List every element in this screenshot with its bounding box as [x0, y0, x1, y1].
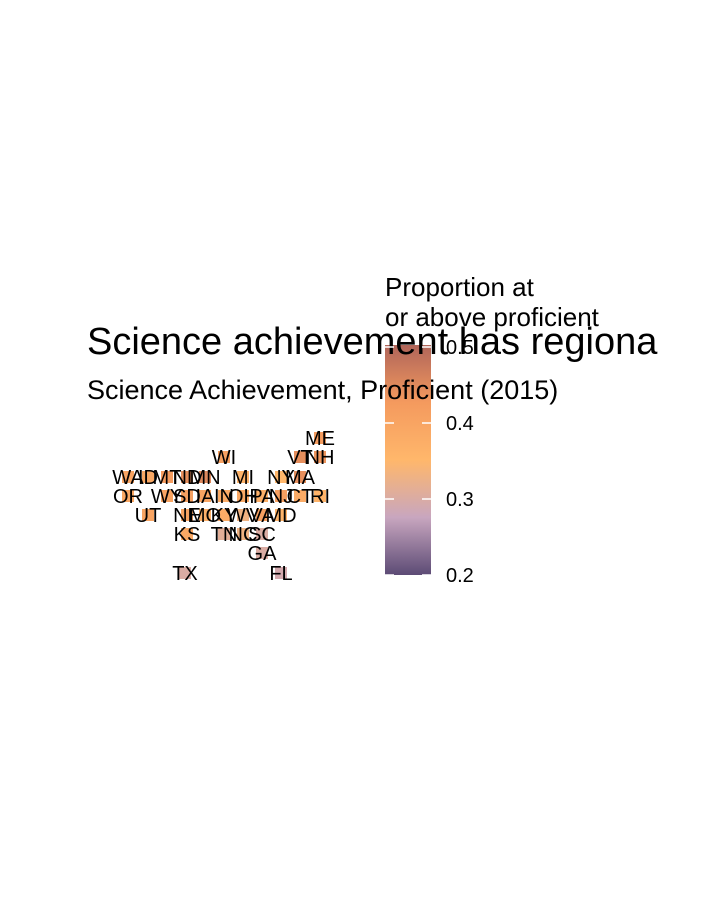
- state-tile: [181, 490, 193, 502]
- state-label: PA: [249, 486, 275, 508]
- state-tile: [294, 451, 306, 463]
- state-label: FL: [269, 563, 292, 585]
- state-label: MA: [285, 467, 316, 489]
- state-label: VT: [287, 447, 313, 469]
- state-label: SC: [248, 524, 276, 546]
- state-label: CT: [287, 486, 314, 508]
- state-tile: [199, 509, 211, 521]
- state-label: WY: [151, 486, 183, 508]
- state-tile: [314, 432, 326, 444]
- state-label: MO: [189, 505, 221, 527]
- state-tile: [237, 528, 249, 540]
- state-label: WA: [112, 467, 144, 489]
- state-label: MT: [153, 467, 182, 489]
- state-tile: [294, 490, 306, 502]
- state-label: NY: [267, 467, 295, 489]
- state-label: NJ: [269, 486, 293, 508]
- state-tile: [199, 471, 211, 483]
- legend-title: Proportion at: [385, 272, 535, 302]
- legend-title: or above proficient: [385, 302, 600, 332]
- state-label: KY: [211, 505, 238, 527]
- state-label: MN: [189, 467, 220, 489]
- state-label: TX: [172, 563, 198, 585]
- state-label: MD: [265, 505, 296, 527]
- state-tile: [314, 490, 326, 502]
- state-label: MI: [232, 467, 254, 489]
- state-label: NC: [229, 524, 258, 546]
- state-tile: [218, 509, 230, 521]
- state-tile: [275, 490, 287, 502]
- state-tile: [181, 528, 193, 540]
- state-label: IN: [214, 486, 234, 508]
- state-label: KS: [174, 524, 201, 546]
- state-tile: [275, 567, 287, 579]
- state-tile: [142, 509, 154, 521]
- state-tile: [142, 471, 154, 483]
- legend-tick-label: 0.5: [446, 337, 474, 359]
- state-tile: [179, 567, 191, 579]
- state-label: NE: [173, 505, 201, 527]
- tiles: [122, 432, 326, 579]
- state-label: WI: [212, 447, 236, 469]
- state-label: OH: [228, 486, 258, 508]
- state-label: ID: [138, 467, 158, 489]
- state-label: SD: [173, 486, 201, 508]
- state-tile: [256, 490, 268, 502]
- legend-tick-label: 0.2: [446, 565, 474, 587]
- state-tile: [275, 471, 287, 483]
- state-tile: [256, 528, 268, 540]
- state-label: NH: [306, 447, 335, 469]
- state-tile: [237, 490, 249, 502]
- chart-subtitle: Science Achievement, Proficient (2015): [87, 375, 558, 405]
- state-tile: [122, 490, 134, 502]
- chart-title: Science achievement has regiona: [87, 321, 658, 363]
- state-tile: [218, 490, 230, 502]
- legend-tick-label: 0.3: [446, 489, 474, 511]
- state-label: IA: [196, 486, 216, 508]
- state-tile: [218, 528, 230, 540]
- colorbar: [385, 345, 431, 575]
- state-tile: [181, 509, 193, 521]
- state-tile: [256, 509, 268, 521]
- state-tile: [237, 509, 249, 521]
- state-label: UT: [135, 505, 162, 527]
- state-tile: [161, 490, 173, 502]
- state-tile: [256, 547, 268, 559]
- state-tile: [275, 509, 287, 521]
- state-tile: [181, 471, 193, 483]
- state-tile: [161, 471, 173, 483]
- state-label: TN: [211, 524, 238, 546]
- state-label: ME: [305, 428, 335, 450]
- state-tile: [218, 451, 230, 463]
- state-tile: [237, 471, 249, 483]
- state-label: GA: [248, 543, 278, 565]
- state-tile: [199, 490, 211, 502]
- state-label: WV: [227, 505, 260, 527]
- state-tile: [314, 451, 326, 463]
- legend-tick-label: 0.4: [446, 413, 474, 435]
- state-tile: [294, 471, 306, 483]
- state-label: OR: [113, 486, 143, 508]
- state-label: ND: [173, 467, 202, 489]
- state-tile: [122, 471, 134, 483]
- state-label: RI: [310, 486, 330, 508]
- state-label: VA: [249, 505, 275, 527]
